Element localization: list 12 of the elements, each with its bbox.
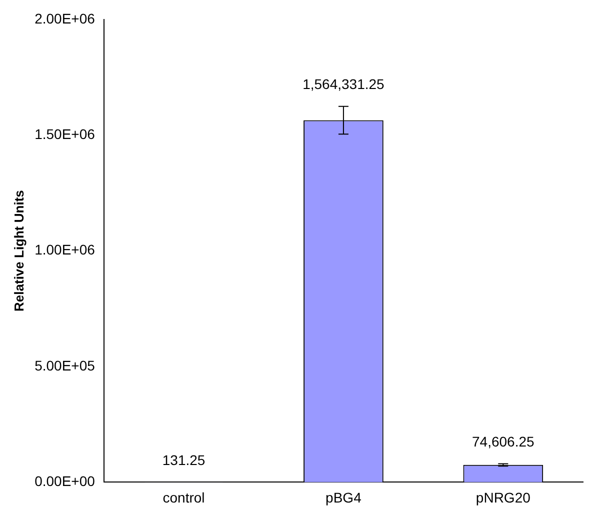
data-label: 1,564,331.25	[302, 76, 385, 92]
y-tick-label: 1.50E+06	[34, 126, 96, 142]
data-label: 131.25	[162, 452, 206, 468]
x-tick-label: control	[162, 489, 205, 506]
y-tick-label: 0.00E+00	[34, 473, 96, 490]
y-tick-label: 5.00E+05	[34, 357, 96, 374]
y-axis-title: Relative Light Units	[11, 190, 26, 312]
x-tick-label: pBG4	[326, 489, 362, 506]
y-tick-label: 2.00E+06	[34, 10, 96, 26]
y-tick-label: 1.00E+06	[34, 242, 96, 258]
x-tick-label: pNRG20	[476, 489, 531, 506]
data-label: 74,606.25	[472, 434, 535, 450]
